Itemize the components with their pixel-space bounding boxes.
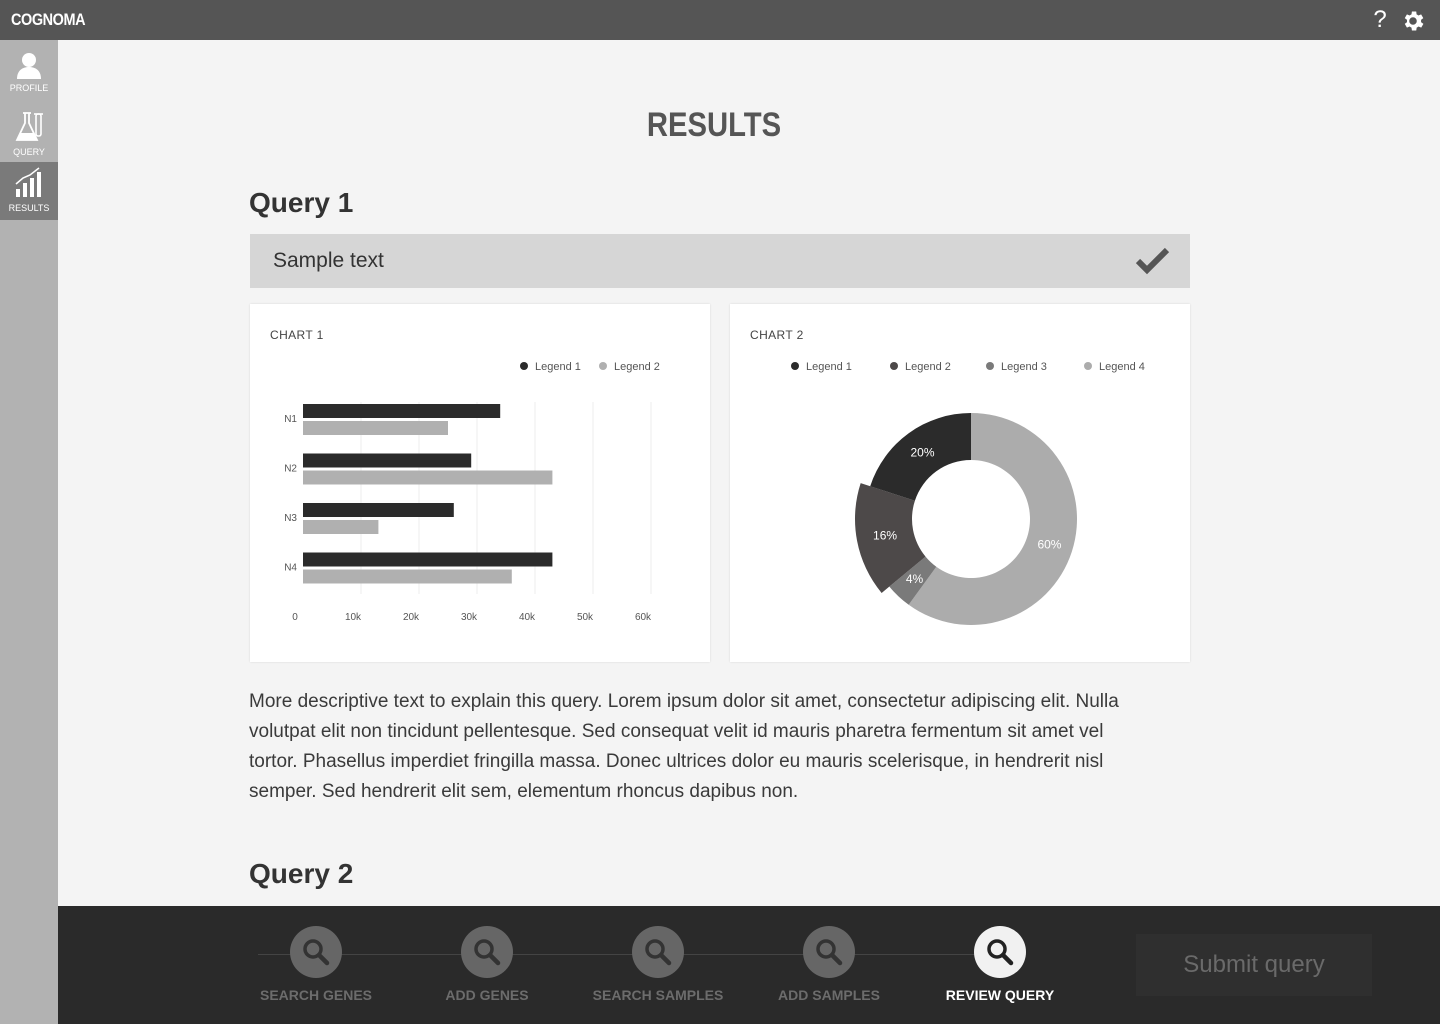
- legend-label: Legend 1: [806, 361, 852, 373]
- tick-label: 60k: [635, 612, 652, 623]
- legend-marker: [986, 362, 994, 370]
- category-label: N3: [284, 513, 297, 524]
- legend-marker: [890, 362, 898, 370]
- query-title: Query 2: [249, 858, 354, 889]
- sample-text: Sample text: [273, 249, 384, 272]
- sidebar-item-label: QUERY: [13, 147, 45, 157]
- legend-marker: [520, 362, 528, 370]
- sidebar-item-label: RESULTS: [8, 203, 50, 213]
- donut-slice: [870, 413, 971, 501]
- sidebar: PROFILE QUERY RESULTS: [0, 40, 58, 1024]
- slice-label: 60%: [1037, 537, 1061, 551]
- chart-card-2: CHART 2 Legend 1 Legend 2 Legend 3 Legend 4…: [730, 304, 1190, 662]
- step-circle[interactable]: [803, 926, 855, 978]
- search-icon: [816, 939, 843, 966]
- step-add-genes[interactable]: ADD GENES: [397, 926, 577, 1016]
- bar: [303, 520, 379, 534]
- legend-label: Legend 2: [614, 361, 660, 373]
- search-icon: [303, 939, 330, 966]
- sample-text-bar[interactable]: Sample text: [250, 234, 1190, 288]
- bar: [303, 421, 448, 435]
- legend-label: Legend 4: [1099, 361, 1145, 373]
- category-label: N4: [284, 563, 297, 574]
- search-icon: [474, 939, 501, 966]
- tick-label: 20k: [403, 612, 420, 623]
- brand-logo[interactable]: COGNOMA: [11, 10, 86, 29]
- legend-marker: [791, 362, 799, 370]
- bar: [303, 470, 553, 485]
- donut-slice: [889, 556, 937, 605]
- search-icon: [645, 939, 672, 966]
- check-icon[interactable]: [1135, 246, 1171, 276]
- query-title: Query 1: [249, 187, 354, 218]
- tick-label: 30k: [461, 612, 478, 623]
- step-circle[interactable]: [290, 926, 342, 978]
- sidebar-item-label: PROFILE: [9, 83, 49, 93]
- query-description: More descriptive text to explain this qu…: [249, 691, 1119, 802]
- help-icon[interactable]: ?: [1373, 6, 1387, 33]
- category-label: N1: [284, 414, 297, 425]
- search-icon: [987, 939, 1014, 966]
- step-circle[interactable]: [461, 926, 513, 978]
- step-add-samples[interactable]: ADD SAMPLES: [739, 926, 919, 1016]
- step-circle[interactable]: [632, 926, 684, 978]
- legend-label: Legend 2: [905, 361, 951, 373]
- bar-chart-icon: [15, 167, 41, 197]
- submit-query-button[interactable]: Submit query: [1136, 934, 1372, 996]
- step-label: SEARCH SAMPLES: [592, 987, 724, 1003]
- user-icon: [17, 53, 41, 79]
- chart-title: CHART 1: [270, 328, 324, 342]
- step-search-genes[interactable]: SEARCH GENES: [226, 926, 406, 1016]
- stepper-line: [258, 954, 1000, 955]
- donut-slice: [855, 483, 926, 593]
- legend-marker: [599, 362, 607, 370]
- slice-label: 16%: [873, 528, 897, 542]
- sidebar-item-results[interactable]: RESULTS: [0, 162, 58, 220]
- top-bar: COGNOMA ?: [0, 0, 1440, 40]
- chart-card-1: CHART 1 Legend 1 Legend 2 0 10k 20k 30k 40k 50k…: [250, 304, 710, 662]
- step-label: ADD SAMPLES: [778, 987, 880, 1003]
- bar-chart: Legend 1 Legend 2 0 10k 20k 30k 40k 50k 60k N1 N2 N…: [284, 361, 660, 623]
- legend-label: Legend 3: [1001, 361, 1047, 373]
- bar: [303, 503, 454, 517]
- page-title: RESULTS: [646, 106, 782, 144]
- tick-label: 50k: [577, 612, 594, 623]
- legend-label: Legend 1: [535, 361, 581, 373]
- gear-icon[interactable]: [1400, 8, 1426, 34]
- flask-icon: [15, 112, 43, 141]
- donut-slice: [908, 413, 1077, 625]
- step-circle[interactable]: [974, 926, 1026, 978]
- tick-label: 0: [292, 612, 298, 623]
- bar: [303, 453, 472, 468]
- legend-marker: [1084, 362, 1092, 370]
- step-label: ADD GENES: [445, 987, 529, 1003]
- bar: [303, 552, 553, 567]
- step-review-query[interactable]: REVIEW QUERY: [910, 926, 1090, 1016]
- step-label: SEARCH GENES: [259, 987, 373, 1003]
- tick-label: 40k: [519, 612, 536, 623]
- step-search-samples[interactable]: SEARCH SAMPLES: [568, 926, 748, 1016]
- slice-label: 20%: [910, 445, 934, 459]
- tick-label: 10k: [345, 612, 362, 623]
- slice-label: 4%: [906, 572, 924, 586]
- sidebar-item-profile[interactable]: PROFILE: [0, 40, 58, 100]
- chart-title: CHART 2: [750, 328, 804, 342]
- bar: [303, 404, 501, 418]
- sidebar-item-query[interactable]: QUERY: [0, 106, 58, 166]
- donut-chart: Legend 1 Legend 2 Legend 3 Legend 4 60% 4% 16%…: [791, 361, 1145, 625]
- category-label: N2: [284, 464, 297, 475]
- step-label: REVIEW QUERY: [945, 987, 1055, 1003]
- bar: [303, 569, 512, 584]
